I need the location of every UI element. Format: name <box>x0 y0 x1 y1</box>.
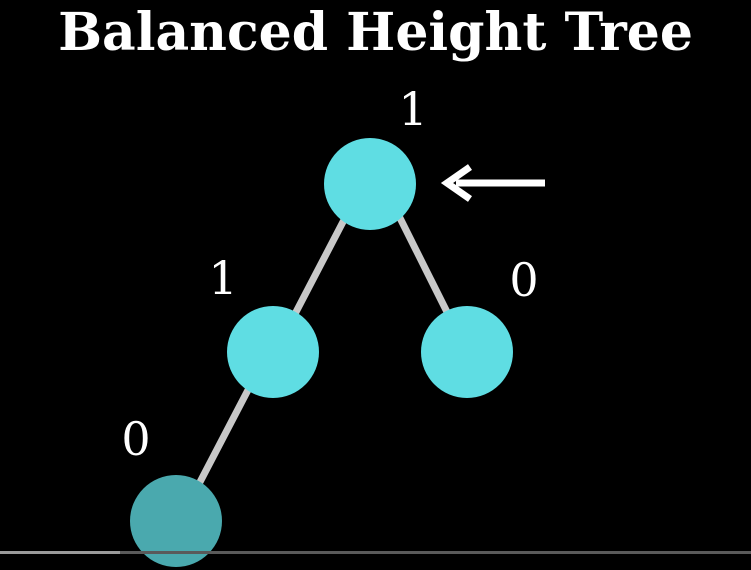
edge-root-left <box>292 214 349 316</box>
node-height-label-left: 1 <box>208 251 238 305</box>
node-height-label-right: 0 <box>509 253 539 307</box>
node-height-label-root: 1 <box>398 82 428 136</box>
video-progress-bar[interactable] <box>0 551 751 554</box>
left-arrow-icon <box>440 164 545 202</box>
edge-root-right <box>396 214 451 316</box>
edge-left-leftleft <box>196 386 252 486</box>
tree-node-root <box>324 138 416 230</box>
video-progress-fill <box>0 551 121 554</box>
diagram-title: Balanced Height Tree <box>58 2 693 63</box>
tree-node-left <box>227 306 319 398</box>
tree-node-left-left <box>130 475 222 567</box>
tree-node-right <box>421 306 513 398</box>
node-height-label-left-left: 0 <box>121 412 151 466</box>
